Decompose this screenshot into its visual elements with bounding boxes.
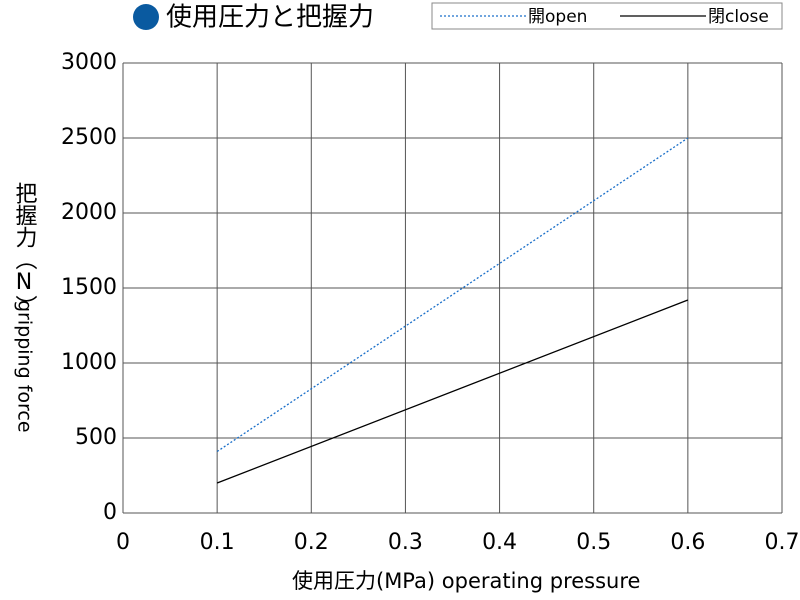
legend-label: 開open xyxy=(528,7,587,27)
x-tick-label: 0.7 xyxy=(765,530,800,555)
y-tick-label: 3000 xyxy=(61,50,117,75)
y-tick-label: 2000 xyxy=(61,200,117,225)
legend-box xyxy=(431,2,783,30)
y-axis-label-en: gripping force xyxy=(14,300,36,433)
x-tick-label: 0.3 xyxy=(388,530,423,555)
x-tick-label: 0.2 xyxy=(294,530,329,555)
x-tick-label: 0.6 xyxy=(670,530,705,555)
y-tick-label: 1500 xyxy=(61,275,117,300)
x-tick-label: 0.5 xyxy=(576,530,611,555)
chart-title: 使用圧力と把握力 xyxy=(166,3,374,33)
y-tick-label: 500 xyxy=(75,425,117,450)
x-axis-label: 使用圧力(MPa) operating pressure xyxy=(292,569,640,593)
y-tick-label: 2500 xyxy=(61,125,117,150)
x-tick-label: 0.4 xyxy=(482,530,517,555)
title-bullet xyxy=(133,4,159,30)
data-line xyxy=(216,299,689,484)
legend-label: 閉close xyxy=(708,7,769,27)
y-tick-label: 1000 xyxy=(61,350,117,375)
x-tick-label: 0.1 xyxy=(200,530,235,555)
x-tick-label: 0 xyxy=(116,530,130,555)
y-tick-label: 0 xyxy=(103,500,117,525)
y-axis-label: 把握力（N） xyxy=(12,182,38,317)
